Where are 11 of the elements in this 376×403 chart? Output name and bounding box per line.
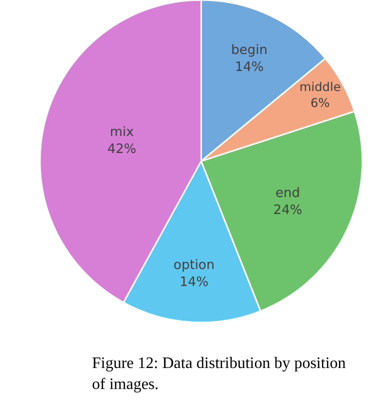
slice-label: begin	[231, 42, 268, 58]
data-label: 42%	[107, 142, 136, 157]
slice-label: option	[174, 258, 215, 274]
slice-label: mix	[110, 124, 134, 140]
slice-label: end	[275, 186, 300, 201]
caption: Figure 12: Data distribution by position of images.	[92, 355, 346, 393]
data-label: 6%	[310, 96, 330, 110]
data-label: 14%	[234, 60, 264, 75]
data-label: 24%	[273, 202, 302, 218]
slice-label: middle	[300, 80, 341, 94]
data-label: 14%	[180, 274, 209, 290]
